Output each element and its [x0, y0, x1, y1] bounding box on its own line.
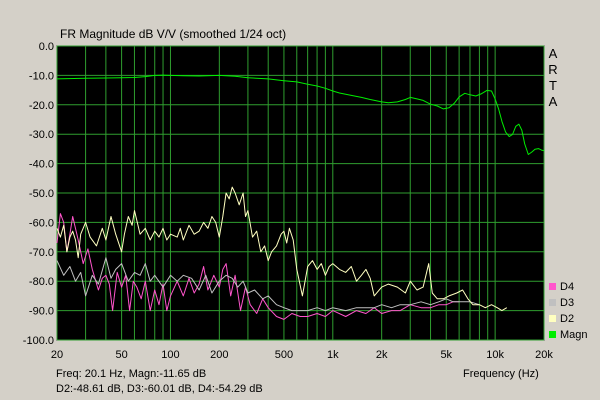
series-line-d2 — [56, 186, 508, 312]
legend: D4 D3 D2 Magn — [549, 281, 588, 341]
x-tick-label: 1k — [327, 349, 339, 361]
legend-swatch-d4 — [549, 283, 556, 290]
y-axis: 0.0 -10.0 -20.0 -30.0 -40.0 -50.0 -60.0 -70.0 -8… — [23, 41, 54, 347]
arta-letter: A — [549, 94, 558, 109]
legend-label-d2: D2 — [560, 313, 574, 325]
x-axis: 20 50 100 200 500 1k 2k 5k 10k 20k — [51, 349, 553, 361]
x-tick-label: 20k — [535, 349, 553, 361]
y-tick-label: -70.0 — [29, 247, 54, 259]
y-tick-label: -50.0 — [29, 188, 54, 200]
chart-title: FR Magnitude dB V/V (smoothed 1/24 oct) — [60, 27, 286, 41]
legend-label-magn: Magn — [560, 329, 588, 341]
x-tick-label: 100 — [161, 349, 179, 361]
x-tick-label: 2k — [376, 349, 388, 361]
y-tick-label: -40.0 — [29, 159, 54, 171]
x-tick-label: 10k — [486, 349, 504, 361]
y-tick-label: 0.0 — [39, 41, 54, 53]
cursor-readout-freq: Freq: 20.1 Hz, Magn:-11.65 dB — [56, 368, 207, 380]
legend-swatch-d3 — [549, 299, 556, 306]
y-tick-label: -20.0 — [29, 100, 54, 112]
cursor-readout-distortion: D2:-48.61 dB, D3:-60.01 dB, D4:-54.29 dB — [56, 383, 263, 395]
legend-label-d4: D4 — [560, 281, 574, 293]
y-tick-label: -10.0 — [29, 70, 54, 82]
y-tick-label: -80.0 — [29, 276, 54, 288]
legend-swatch-d2 — [549, 315, 556, 322]
y-tick-label: -90.0 — [29, 306, 54, 318]
x-tick-label: 20 — [51, 349, 63, 361]
series-line-d4 — [56, 213, 460, 320]
y-tick-label: -60.0 — [29, 217, 54, 229]
x-axis-label: Frequency (Hz) — [463, 368, 539, 380]
x-tick-label: 50 — [115, 349, 127, 361]
series-line-magn — [56, 74, 545, 155]
y-tick-label: -30.0 — [29, 129, 54, 141]
series-layer — [56, 74, 545, 320]
y-tick-label: -100.0 — [23, 335, 54, 347]
legend-swatch-magn — [549, 331, 556, 338]
legend-label-d3: D3 — [560, 297, 574, 309]
x-tick-label: 500 — [275, 349, 293, 361]
series-line-d3 — [56, 257, 480, 312]
x-tick-label: 200 — [210, 349, 228, 361]
x-tick-label: 5k — [440, 349, 452, 361]
arta-letter: A — [549, 46, 558, 61]
arta-letter: T — [549, 78, 557, 93]
arta-letter: R — [548, 62, 557, 77]
